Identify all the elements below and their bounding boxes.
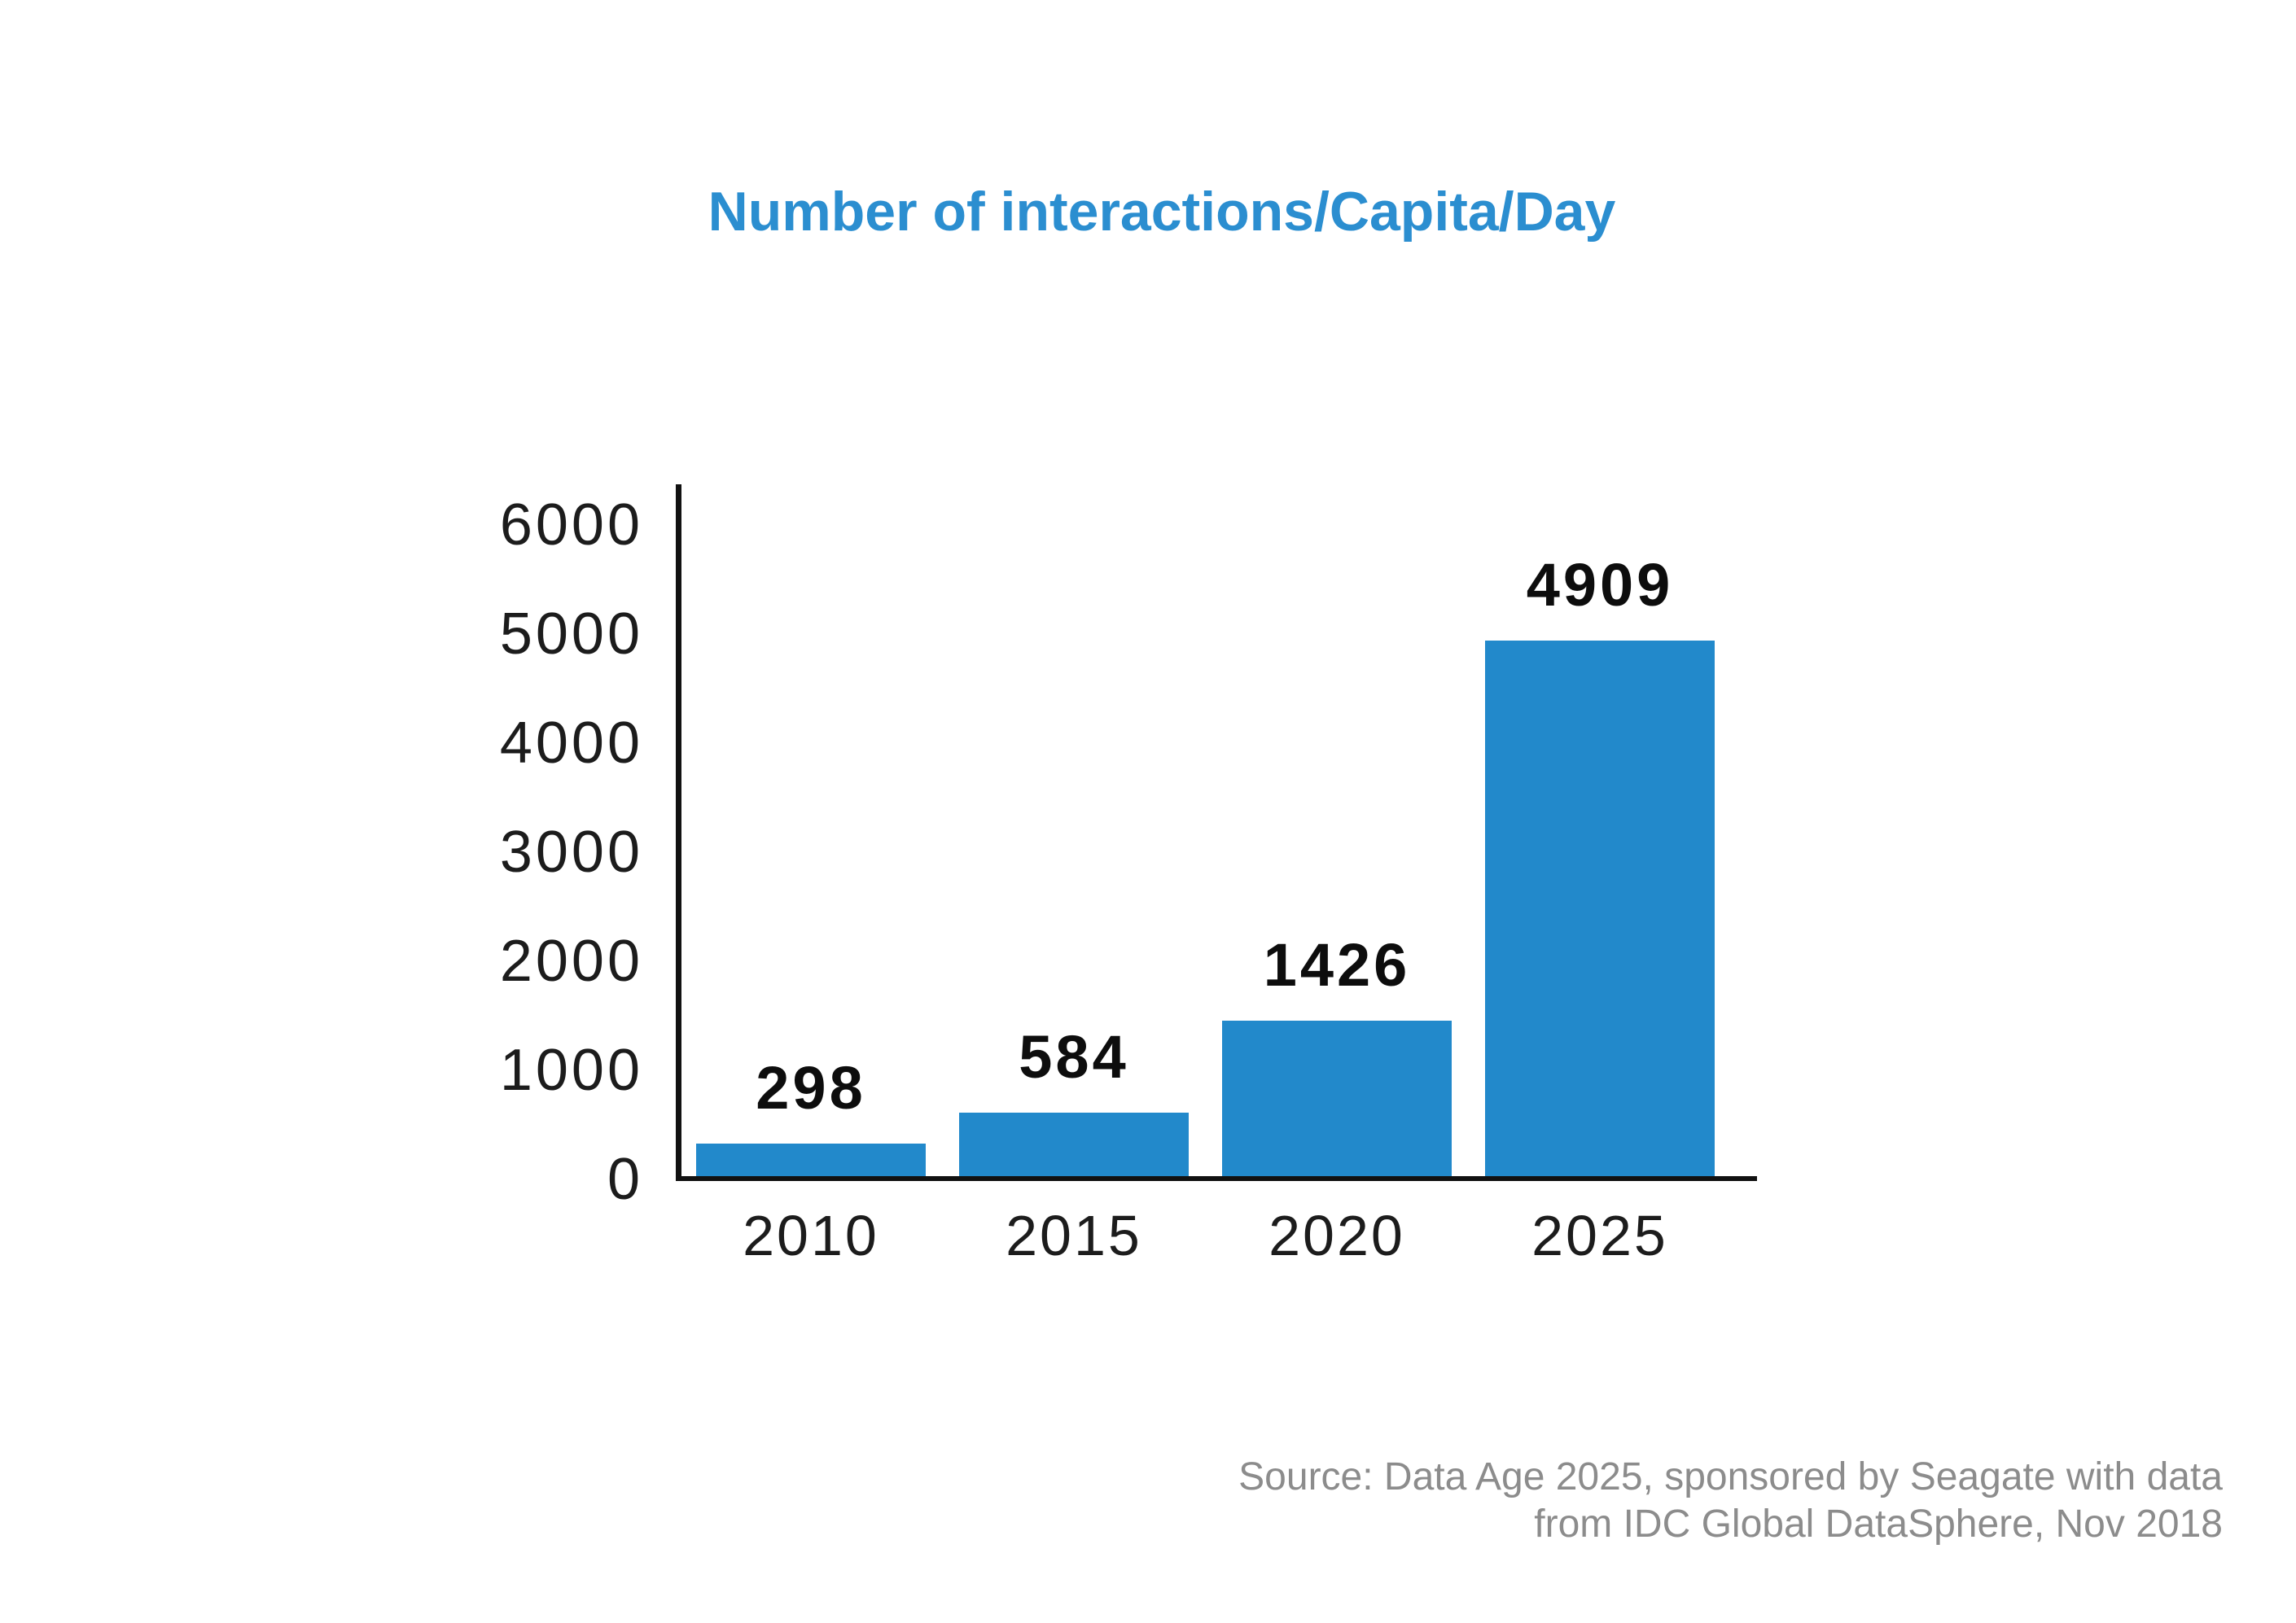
y-axis-tick-label: 2000	[499, 929, 643, 994]
bar-2020	[1222, 1021, 1452, 1176]
y-axis-tick-label: 6000	[499, 492, 643, 558]
y-axis-tick-label: 4000	[499, 711, 643, 776]
y-axis-tick-label: 0	[607, 1147, 643, 1212]
bar-2015	[959, 1113, 1189, 1176]
bar-value-label: 298	[756, 1054, 866, 1122]
y-axis-tick-label: 3000	[499, 820, 643, 885]
source-attribution: Source: Data Age 2025, sponsored by Seag…	[1238, 1454, 2223, 1548]
bar-value-label: 4909	[1526, 551, 1674, 619]
x-axis-category-label: 2020	[1268, 1204, 1405, 1267]
bar-value-label: 1426	[1263, 931, 1411, 999]
x-axis-category-label: 2025	[1531, 1204, 1668, 1267]
chart-title: Number of interactions/Capita/Day	[708, 181, 1616, 243]
source-line-2: from IDC Global DataSphere, Nov 2018	[1534, 1503, 2223, 1546]
y-axis-tick-label: 1000	[499, 1038, 643, 1103]
y-axis-tick-label: 5000	[499, 602, 643, 667]
y-axis-line	[676, 484, 681, 1181]
bar-2010	[696, 1144, 926, 1176]
x-axis-category-label: 2010	[743, 1204, 879, 1267]
x-axis-line	[676, 1176, 1757, 1181]
source-line-1: Source: Data Age 2025, sponsored by Seag…	[1238, 1455, 2223, 1498]
bar-value-label: 584	[1019, 1023, 1129, 1091]
bar-2025	[1485, 641, 1715, 1176]
x-axis-category-label: 2015	[1006, 1204, 1142, 1267]
